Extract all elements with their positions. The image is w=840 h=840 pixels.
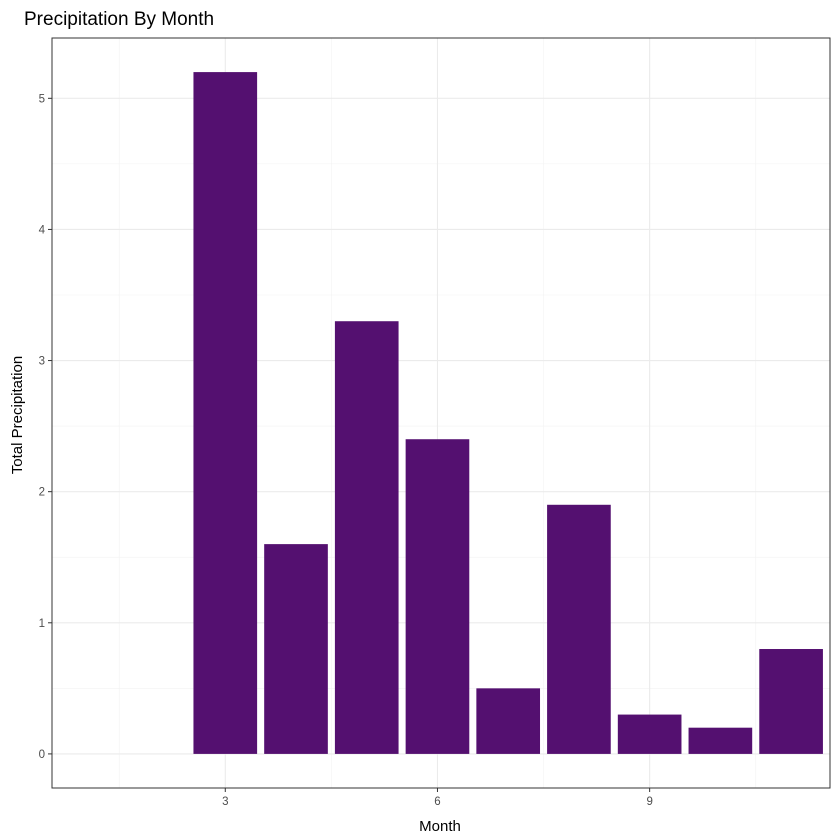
bar-month-3 <box>193 72 258 754</box>
axes: 0 1 2 3 4 5 3 6 9 <box>39 93 653 808</box>
y-tick-label: 3 <box>39 356 45 368</box>
x-tick-label: 3 <box>222 796 228 808</box>
bar-month-8 <box>547 504 611 754</box>
bar-month-10 <box>688 727 753 754</box>
x-axis-title: Month <box>419 818 461 835</box>
y-tick-label: 2 <box>39 487 45 499</box>
y-tick-label: 5 <box>39 93 45 105</box>
x-tick-label: 6 <box>434 796 440 808</box>
bar-month-9 <box>617 714 682 754</box>
bar-month-6 <box>405 439 470 754</box>
x-tick-label: 9 <box>646 796 652 808</box>
bar-month-7 <box>476 688 541 754</box>
y-tick-label: 4 <box>39 224 46 236</box>
bars <box>193 72 823 754</box>
y-tick-label: 1 <box>39 618 45 630</box>
plot-panel-border <box>51 37 831 789</box>
chart-title: Precipitation By Month <box>24 9 214 30</box>
bar-month-4 <box>264 544 328 754</box>
bar-month-5 <box>334 321 399 754</box>
y-axis-title: Total Precipitation <box>9 356 26 474</box>
bar-month-11 <box>759 649 823 754</box>
y-tick-label: 0 <box>39 749 45 761</box>
